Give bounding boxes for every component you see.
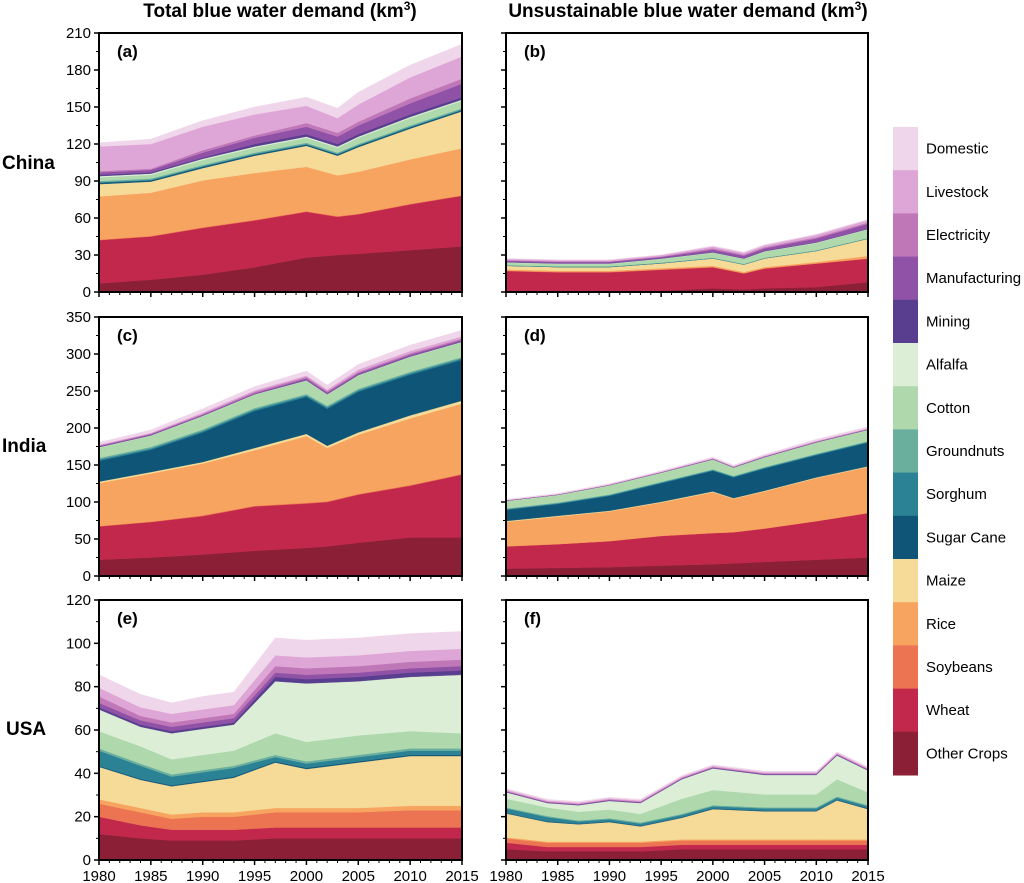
x-tick-label: 1990 (186, 868, 219, 883)
legend-swatch (893, 688, 918, 733)
y-tick-label: 120 (66, 136, 91, 153)
panel-a: 0 30 60 90 120 150 180 210 (a) (66, 25, 463, 301)
x-tick-label: 2015 (851, 868, 884, 883)
column-title-unsustainable: Unsustainable blue water demand (km3) (508, 0, 867, 22)
y-tick-label: 30 (74, 247, 91, 264)
row-title-china: China (2, 153, 55, 174)
row-title-usa: USA (6, 719, 46, 740)
panel-c: 0 50 100 150 200 250 300 350 (c) (66, 309, 463, 585)
legend-swatch (893, 731, 918, 776)
legend-swatch (893, 645, 918, 690)
x-tick-label: 2000 (696, 868, 729, 883)
legend-swatch (893, 213, 918, 258)
x-tick-label: 1980 (489, 868, 522, 883)
x-tick-label: 1995 (238, 868, 271, 883)
x-tick-label: 2010 (800, 868, 833, 883)
y-tick-label: 150 (66, 457, 91, 474)
legend-label: Livestock (926, 184, 989, 201)
legend-swatch (893, 429, 918, 474)
x-tick-label: 1980 (82, 868, 115, 883)
legend-swatch (893, 559, 918, 603)
y-tick-label: 150 (66, 99, 91, 116)
y-tick-label: 0 (83, 568, 91, 585)
legend-label: Sorghum (926, 486, 987, 503)
panel-e: 0 20 40 60 80 100 120 1980 1985 1990 1995 2000 2005 2… (66, 592, 479, 883)
y-tick-label: 250 (66, 383, 91, 400)
x-tick-label: 2015 (445, 868, 478, 883)
y-tick-label: 20 (74, 809, 91, 826)
legend-label: Groundnuts (926, 443, 1004, 460)
legend-swatch (893, 472, 918, 517)
panel-label: (a) (117, 42, 138, 61)
panel-d: (d) (501, 316, 869, 581)
legend-swatch (893, 602, 918, 646)
legend-swatch (893, 127, 918, 171)
legend-label: Domestic (926, 141, 989, 158)
column-title-total: Total blue water demand (km3) (143, 0, 416, 22)
x-tick-label: 2005 (748, 868, 781, 883)
y-tick-label: 100 (66, 635, 91, 652)
x-tick-label: 1985 (541, 868, 574, 883)
legend-label: Rice (926, 616, 956, 633)
legend-swatch (893, 256, 918, 301)
legend-swatch (893, 386, 918, 430)
x-tick-label: 1990 (593, 868, 626, 883)
legend-label: Cotton (926, 400, 970, 417)
legend-label: Maize (926, 573, 966, 590)
legend: Domestic Livestock Electricity Manufacturin… (893, 127, 1021, 776)
legend-label: Manufacturing (926, 270, 1021, 287)
y-tick-label: 350 (66, 309, 91, 326)
legend-label: Sugar Cane (926, 529, 1006, 546)
y-tick-label: 0 (83, 852, 91, 869)
legend-label: Electricity (926, 227, 991, 244)
panel-label: (b) (524, 42, 546, 61)
x-tick-label: 1985 (134, 868, 167, 883)
row-title-india: India (2, 436, 47, 457)
y-tick-label: 120 (66, 592, 91, 609)
y-tick-label: 180 (66, 62, 91, 79)
y-tick-label: 40 (74, 765, 91, 782)
legend-swatch (893, 343, 918, 387)
legend-swatch (893, 170, 918, 214)
y-tick-label: 0 (83, 284, 91, 301)
y-tick-label: 200 (66, 420, 91, 437)
panel-label: (c) (117, 326, 138, 345)
y-tick-label: 80 (74, 679, 91, 696)
x-tick-label: 2000 (290, 868, 323, 883)
y-tick-label: 100 (66, 494, 91, 511)
panel-f: 1980 1985 1990 1995 2000 2005 2010 2015 (f) (489, 599, 885, 883)
x-tick-label: 1995 (644, 868, 677, 883)
x-tick-label: 2005 (342, 868, 375, 883)
y-tick-label: 210 (66, 25, 91, 42)
legend-label: Other Crops (926, 745, 1008, 762)
y-tick-label: 300 (66, 346, 91, 363)
legend-swatch (893, 299, 918, 344)
panel-label: (d) (524, 326, 546, 345)
legend-label: Wheat (926, 702, 970, 719)
panel-label: (e) (117, 609, 138, 628)
y-tick-label: 90 (74, 173, 91, 190)
y-tick-label: 60 (74, 210, 91, 227)
panel-b: (b) (501, 32, 869, 297)
legend-label: Alfalfa (926, 357, 968, 374)
y-tick-label: 60 (74, 722, 91, 739)
panel-label: (f) (524, 609, 541, 628)
legend-label: Soybeans (926, 659, 993, 676)
x-tick-label: 2010 (393, 868, 426, 883)
legend-label: Mining (926, 313, 970, 330)
legend-swatch (893, 515, 918, 560)
y-tick-label: 50 (74, 531, 91, 548)
